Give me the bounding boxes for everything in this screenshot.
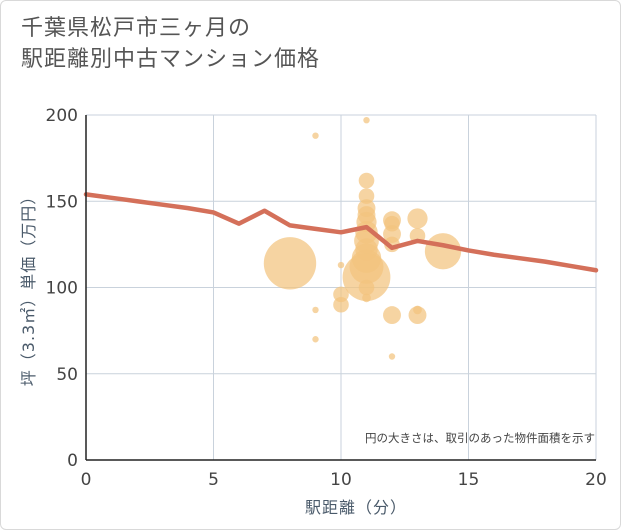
chart-title-line-1: 千葉県松戸市三ヶ月の: [21, 16, 252, 41]
x-tick-label: 10: [330, 470, 352, 490]
chart-title-line-2: 駅距離別中古マンション価格: [21, 47, 321, 72]
chart-title: 千葉県松戸市三ヶ月の 駅距離別中古マンション価格: [21, 13, 320, 75]
trend-series: [83, 192, 599, 273]
bubble-size-note: 円の大きさは、取引のあった物件面積を示す: [365, 431, 595, 445]
bubble-point: [407, 208, 428, 229]
x-tick-label: 20: [585, 470, 607, 490]
bubble-series: [263, 116, 462, 360]
y-tick-label: 0: [67, 451, 78, 471]
bubble-point: [358, 279, 375, 296]
bubble-point: [383, 306, 401, 325]
bubble-point: [358, 172, 375, 189]
bubble-point: [263, 237, 317, 290]
x-tick-label: 15: [458, 470, 480, 490]
bubble-point: [413, 305, 422, 315]
axes: [85, 115, 596, 461]
y-tick-label: 200: [46, 106, 78, 126]
x-tick-label: 0: [81, 470, 92, 490]
x-tick-label: 5: [208, 470, 219, 490]
bubble-point: [362, 293, 371, 303]
y-tick-label: 150: [46, 192, 78, 212]
bubble-point: [424, 233, 462, 270]
bubble-point: [358, 188, 375, 204]
x-axis-label: 駅距離（分）: [305, 498, 407, 517]
y-axis-label: 坪（3.3㎡）単価（万円）: [19, 188, 38, 386]
trend-line: [83, 192, 599, 273]
bubble-point: [388, 353, 396, 360]
bubble-point: [333, 296, 349, 313]
bubble-point: [312, 132, 319, 139]
bubble-point: [312, 306, 319, 314]
bubble-point: [337, 261, 345, 269]
bubble-point: [342, 253, 391, 302]
bubble-point: [408, 306, 427, 325]
bubble-point: [312, 336, 319, 343]
y-tick-label: 50: [56, 365, 78, 385]
y-tick-label: 100: [46, 279, 78, 299]
bubble-point: [363, 116, 370, 124]
